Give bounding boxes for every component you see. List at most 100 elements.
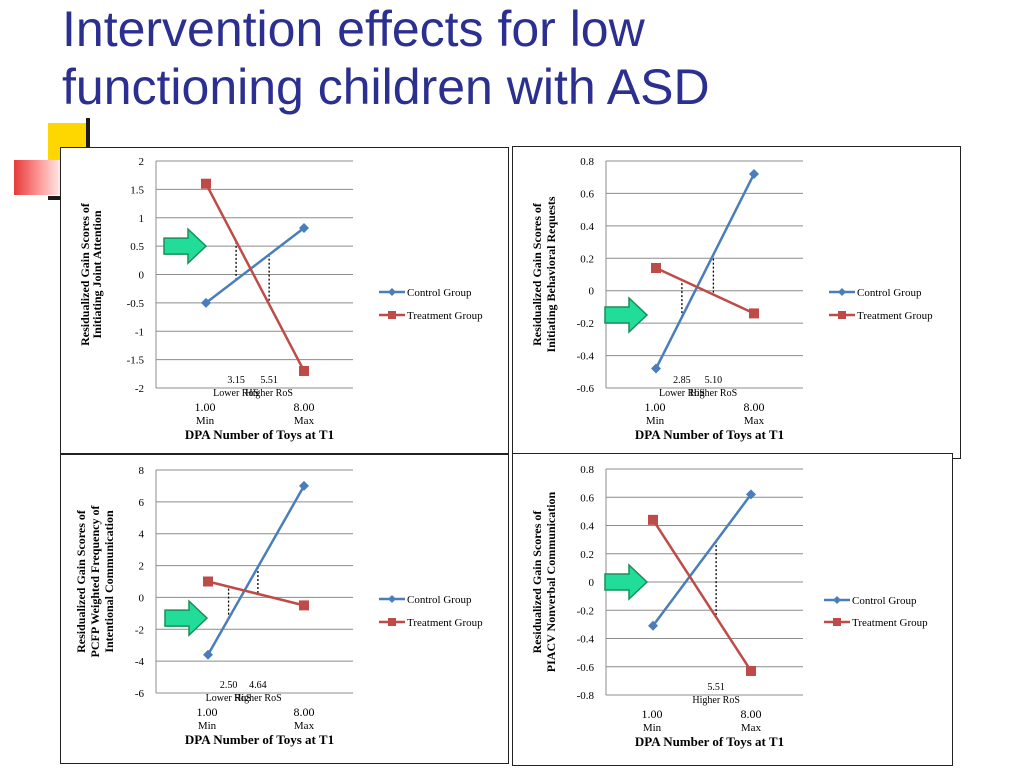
y-axis-label: Residualized Gain Scores of [74, 509, 88, 653]
y-tick-label: -0.6 [577, 383, 595, 395]
decorative-vertical-bar [86, 118, 90, 168]
y-tick-label: 0 [139, 592, 145, 604]
y-tick-label: -0.4 [577, 351, 595, 363]
x-tick-sublabel: Min [198, 720, 217, 732]
x-tick-sublabel: Max [294, 415, 315, 427]
ros-value-label: 2.50 [220, 680, 238, 691]
ros-name-label: Higher RoS [692, 695, 740, 706]
title-line-1: Intervention effects for low [62, 1, 645, 57]
y-tick-label: 0.5 [130, 241, 144, 253]
x-tick-label: 1.00 [197, 705, 218, 719]
control-point [299, 480, 309, 491]
control-series-line [206, 485, 306, 656]
y-tick-label: 0.8 [580, 464, 594, 476]
x-tick-sublabel: Min [643, 722, 662, 734]
legend-control-label: Control Group [852, 595, 917, 607]
y-tick-label: -0.8 [577, 690, 595, 702]
control-point [299, 222, 309, 233]
ros-value-label: 5.10 [705, 375, 723, 386]
ros-name-label: Lower RoS [659, 388, 705, 399]
y-axis-label: Initiating Joint Attention [90, 210, 104, 338]
control-point [746, 489, 756, 500]
x-tick-sublabel: Min [196, 415, 215, 427]
y-tick-label: -6 [135, 688, 145, 700]
y-tick-label: -2 [135, 624, 144, 636]
y-tick-label: 1 [139, 213, 145, 225]
y-tick-label: -0.4 [577, 634, 595, 646]
x-tick-label: 1.00 [642, 707, 663, 721]
decorative-red-gradient [14, 160, 66, 195]
x-axis-label: DPA Number of Toys at T1 [185, 732, 334, 747]
y-tick-label: -1.5 [127, 355, 145, 367]
treatment-point [201, 178, 211, 189]
chart-svg: 0.8 0.6 0.4 0.2 0 -0.2 -0.4 -0.6 Residualized Ga… [530, 156, 933, 442]
control-point [749, 168, 759, 179]
legend-treatment-marker [833, 618, 841, 626]
legend-control-marker [838, 288, 846, 296]
legend-control-marker [833, 596, 841, 604]
chart-svg: 8 6 4 2 0 -2 -4 -6 Residualized Gain Scores of PC… [74, 465, 483, 747]
treatment-point [203, 576, 213, 587]
y-tick-label: -1 [135, 326, 144, 338]
y-axis-label: Residualized Gain Scores of [78, 202, 92, 346]
x-tick-sublabel: Max [744, 415, 765, 427]
ros-name-label: Higher RoS [690, 388, 738, 399]
control-series-line [205, 226, 305, 304]
y-tick-label: 2 [139, 156, 145, 168]
ros-value-label: 5.51 [707, 682, 725, 693]
chart-panel-behavioral-requests: 0.8 0.6 0.4 0.2 0 -0.2 -0.4 -0.6 Residualized Ga… [512, 146, 961, 459]
y-tick-label: 8 [139, 465, 145, 477]
x-axis-label: DPA Number of Toys at T1 [185, 427, 334, 442]
ros-value-label: 4.64 [249, 680, 266, 691]
x-tick-label: 8.00 [294, 705, 315, 719]
x-tick-sublabel: Min [646, 415, 665, 427]
y-axis-label: Residualized Gain Scores of [530, 202, 544, 346]
chart-svg: 0.8 0.6 0.4 0.2 0 -0.2 -0.4 -0.6 -0.8 Residualize… [530, 464, 928, 749]
treatment-point [746, 665, 756, 676]
y-axis-label: Initiating Behavioral Requests [544, 196, 558, 352]
y-tick-label: -2 [135, 383, 144, 395]
treatment-point [749, 308, 759, 319]
legend-treatment-label: Treatment Group [407, 617, 483, 629]
ros-name-label: Higher RoS [234, 693, 281, 704]
arrow-icon [604, 296, 649, 334]
y-tick-label: 0.6 [580, 188, 594, 200]
arrow-icon [163, 227, 208, 265]
chart-svg: 2 1.5 1 0.5 0 -0.5 -1 -1.5 -2 Residualized Gain S… [78, 156, 483, 442]
legend-treatment-label: Treatment Group [852, 617, 928, 629]
x-tick-sublabel: Max [741, 722, 762, 734]
arrow-icon [164, 599, 209, 637]
treatment-point [299, 600, 309, 611]
control-point [203, 649, 213, 660]
y-tick-label: -4 [135, 656, 145, 668]
legend-control-marker [388, 595, 396, 603]
y-tick-label: 6 [139, 497, 145, 509]
y-tick-label: -0.6 [577, 662, 595, 674]
y-axis-label: PIACV Nonverbal Communication [544, 491, 558, 672]
chart-panel-joint-attention: 2 1.5 1 0.5 0 -0.5 -1 -1.5 -2 Residualized Gain S… [60, 147, 509, 454]
y-tick-label: 0 [589, 577, 595, 589]
y-tick-label: -0.2 [577, 605, 594, 617]
y-tick-label: 0.4 [580, 221, 594, 233]
treatment-series-line [655, 266, 755, 315]
treatment-point [299, 365, 309, 376]
y-tick-label: 0.8 [580, 156, 594, 168]
y-tick-label: 0.6 [580, 492, 594, 504]
legend-treatment-label: Treatment Group [857, 310, 933, 322]
chart-panel-intentional-communication: 8 6 4 2 0 -2 -4 -6 Residualized Gain Scores of PC… [60, 454, 509, 764]
chart-panel-nonverbal-communication: 0.8 0.6 0.4 0.2 0 -0.2 -0.4 -0.6 -0.8 Residualize… [512, 453, 953, 766]
control-point [648, 620, 658, 631]
x-tick-sublabel: Max [294, 720, 315, 732]
legend-control-label: Control Group [407, 287, 472, 299]
ros-name-label: Lower RoS [213, 388, 259, 399]
y-tick-label: 2 [139, 561, 145, 573]
ros-name-label: Lower RoS [206, 693, 252, 704]
legend-control-label: Control Group [407, 594, 472, 606]
y-tick-label: 0.4 [580, 521, 594, 533]
y-tick-label: -0.5 [127, 298, 145, 310]
x-tick-label: 8.00 [744, 400, 765, 414]
y-tick-label: 0 [139, 270, 145, 282]
treatment-point [651, 263, 661, 274]
y-axis-label: Intentional Communication [102, 510, 116, 653]
y-tick-label: -0.2 [577, 318, 594, 330]
